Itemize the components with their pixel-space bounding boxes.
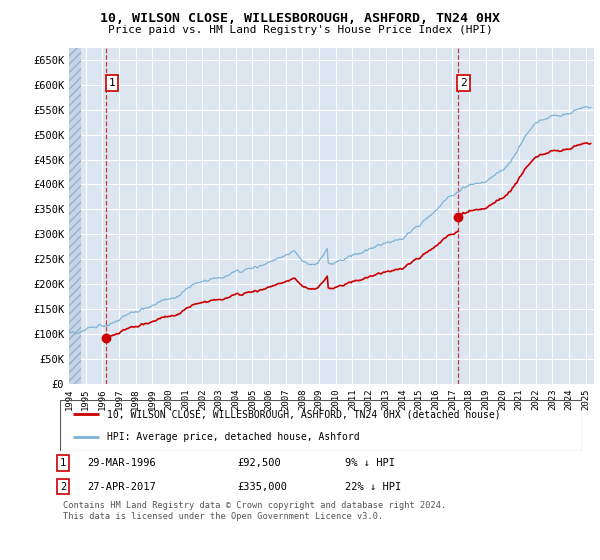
Text: 10, WILSON CLOSE, WILLESBOROUGH, ASHFORD, TN24 0HX: 10, WILSON CLOSE, WILLESBOROUGH, ASHFORD… bbox=[100, 12, 500, 25]
Point bbox=[101, 333, 111, 342]
Text: Contains HM Land Registry data © Crown copyright and database right 2024.
This d: Contains HM Land Registry data © Crown c… bbox=[63, 501, 446, 521]
Text: Price paid vs. HM Land Registry's House Price Index (HPI): Price paid vs. HM Land Registry's House … bbox=[107, 25, 493, 35]
Text: 1: 1 bbox=[109, 78, 116, 88]
Text: HPI: Average price, detached house, Ashford: HPI: Average price, detached house, Ashf… bbox=[107, 432, 359, 442]
Text: £92,500: £92,500 bbox=[237, 458, 281, 468]
Point bbox=[453, 212, 463, 221]
Text: 10, WILSON CLOSE, WILLESBOROUGH, ASHFORD, TN24 0HX (detached house): 10, WILSON CLOSE, WILLESBOROUGH, ASHFORD… bbox=[107, 409, 500, 419]
Text: £335,000: £335,000 bbox=[237, 482, 287, 492]
Text: 22% ↓ HPI: 22% ↓ HPI bbox=[345, 482, 401, 492]
Bar bbox=[69, 48, 81, 384]
Text: 9% ↓ HPI: 9% ↓ HPI bbox=[345, 458, 395, 468]
Text: 27-APR-2017: 27-APR-2017 bbox=[87, 482, 156, 492]
Text: 29-MAR-1996: 29-MAR-1996 bbox=[87, 458, 156, 468]
Text: 1: 1 bbox=[60, 458, 66, 468]
Text: 2: 2 bbox=[60, 482, 66, 492]
Text: 2: 2 bbox=[460, 78, 467, 88]
